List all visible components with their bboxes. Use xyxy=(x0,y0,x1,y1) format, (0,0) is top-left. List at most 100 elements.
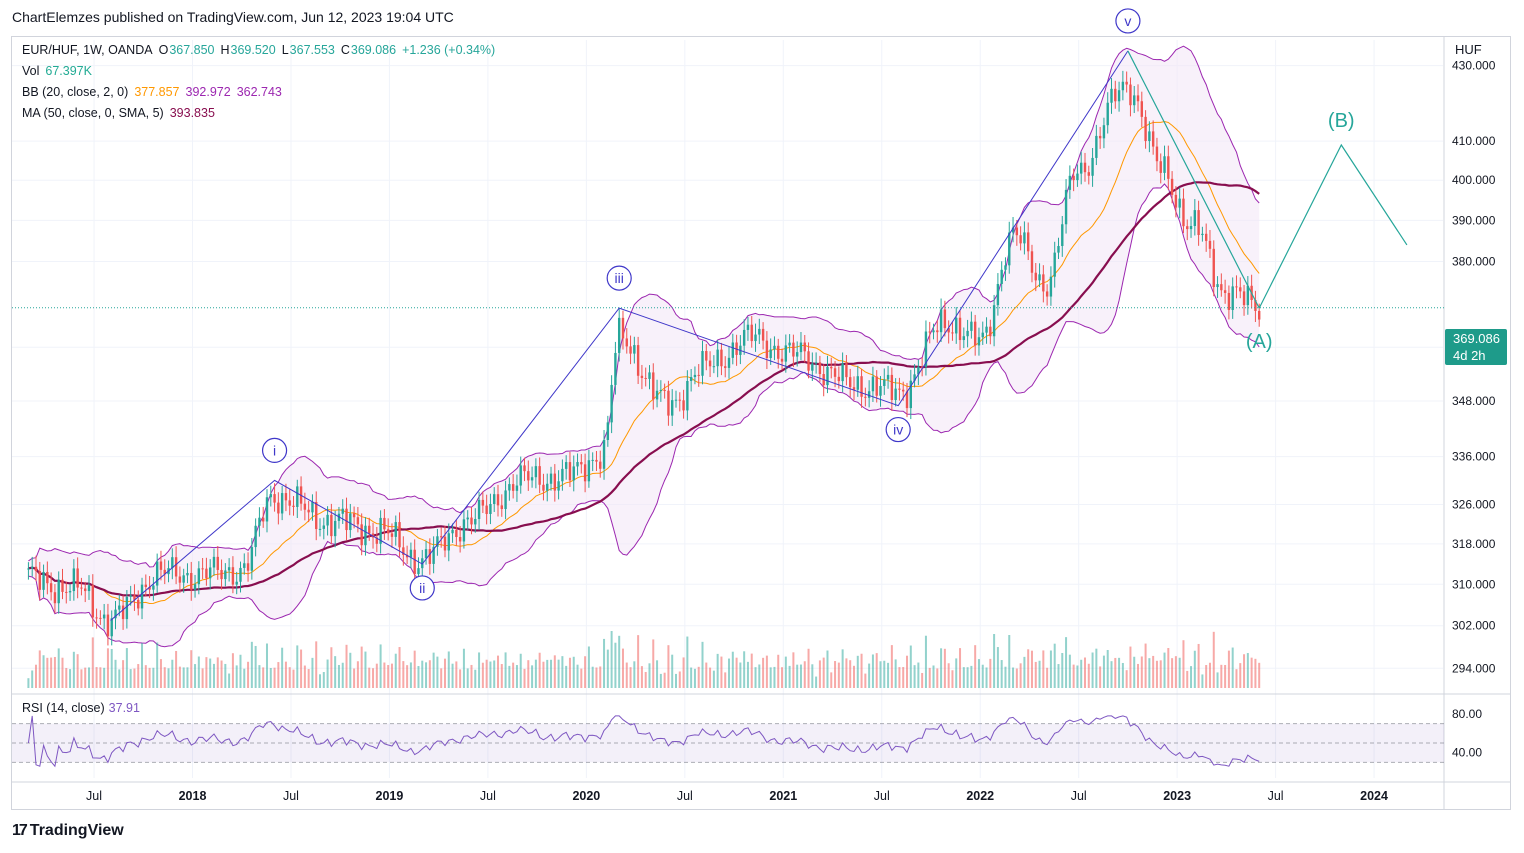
candle-body xyxy=(1258,310,1261,320)
volume-bar xyxy=(693,668,696,688)
volume-bar xyxy=(372,668,375,688)
candle-body xyxy=(152,585,155,590)
candle-body xyxy=(394,522,397,537)
candle-body xyxy=(1080,162,1083,174)
candle-body xyxy=(1167,156,1170,179)
countdown-value: 4d 2h xyxy=(1453,348,1486,363)
volume-bar xyxy=(811,664,814,688)
volume-bar xyxy=(398,647,401,688)
candle-body xyxy=(587,460,591,482)
volume-bar xyxy=(697,666,700,688)
volume-bar xyxy=(99,667,102,688)
tradingview-logo[interactable]: 17 TradingView xyxy=(12,822,124,839)
volume-bar xyxy=(224,663,227,688)
rsi-line xyxy=(27,715,1260,768)
volume-bar xyxy=(572,656,575,688)
candle-body xyxy=(913,374,916,381)
time-tick-label: 2023 xyxy=(1163,789,1191,803)
volume-bar xyxy=(557,659,560,688)
volume-bar xyxy=(1133,656,1136,688)
candle-body xyxy=(1201,233,1204,236)
volume-bar xyxy=(883,660,886,688)
candle-body xyxy=(1110,88,1113,103)
candle-body xyxy=(1144,116,1147,142)
candle-body xyxy=(1216,284,1219,288)
volume-bar xyxy=(216,657,219,688)
volume-bar xyxy=(940,648,943,688)
volume-bar xyxy=(671,654,674,688)
volume-bar xyxy=(368,667,371,688)
candle-body xyxy=(163,569,166,575)
candle-body xyxy=(504,490,507,510)
candle-body xyxy=(970,321,973,331)
candle-body xyxy=(724,366,727,368)
volume-bar xyxy=(265,643,268,688)
time-tick-label: Jul xyxy=(1071,789,1087,803)
candle-body xyxy=(1125,81,1128,85)
candle-body xyxy=(72,568,76,592)
volume-bar xyxy=(932,665,935,688)
volume-bar xyxy=(985,667,988,688)
candle-body xyxy=(1087,172,1090,176)
chart-frame xyxy=(11,36,1511,810)
candle-body xyxy=(417,568,420,575)
candle-body xyxy=(34,566,38,572)
volume-bar xyxy=(53,656,56,688)
candle-body xyxy=(1204,233,1208,241)
volume-bar xyxy=(1231,647,1234,688)
volume-bar xyxy=(527,660,530,688)
candle-body xyxy=(902,389,905,392)
candle-body xyxy=(1008,232,1011,266)
volume-bar xyxy=(485,659,488,688)
candle-body xyxy=(909,380,912,409)
volume-bar xyxy=(201,668,204,688)
candle-body xyxy=(1151,131,1155,147)
volume-bar xyxy=(1155,660,1158,688)
candle-body xyxy=(890,374,894,401)
volume-bar xyxy=(644,671,647,688)
volume-bar xyxy=(584,656,587,688)
projection-label: (A) xyxy=(1246,331,1273,353)
volume-bar xyxy=(364,651,367,688)
candle-body xyxy=(432,546,435,564)
candle-body xyxy=(682,400,685,411)
volume-bar xyxy=(580,668,583,688)
volume-bar xyxy=(504,652,507,688)
candle-body xyxy=(864,396,867,398)
candle-body xyxy=(280,493,284,514)
volume-bar xyxy=(1239,663,1242,688)
volume-bar xyxy=(1080,659,1083,688)
candle-body xyxy=(99,617,102,619)
candle-body xyxy=(1174,194,1178,208)
candle-body xyxy=(849,377,852,388)
candle-body xyxy=(1136,95,1140,102)
tradingview-logo-icon: 17 xyxy=(12,822,28,839)
candle-body xyxy=(129,595,132,597)
candle-body xyxy=(769,349,772,359)
volume-bar xyxy=(1061,653,1064,688)
candle-body xyxy=(606,422,610,441)
volume-bar xyxy=(1201,674,1204,688)
volume-bar xyxy=(1072,664,1075,688)
candle-body xyxy=(330,514,333,537)
candle-body xyxy=(239,567,242,582)
candle-body xyxy=(1182,198,1185,227)
volume-bar xyxy=(1220,664,1223,688)
candle-body xyxy=(962,336,966,341)
candle-body xyxy=(159,561,163,570)
candle-body xyxy=(572,466,575,481)
candle-body xyxy=(436,536,439,547)
candle-body xyxy=(65,591,68,593)
volume-bar xyxy=(1053,643,1056,688)
candle-body xyxy=(727,357,731,368)
volume-bar xyxy=(209,658,212,688)
volume-bar xyxy=(758,664,761,688)
candle-body xyxy=(595,459,598,462)
volume-bar xyxy=(1023,656,1026,688)
candle-body xyxy=(1121,81,1125,91)
candle-body xyxy=(750,324,753,342)
volume-bar xyxy=(894,659,897,688)
candle-body xyxy=(38,571,41,590)
volume-bar xyxy=(887,662,890,688)
